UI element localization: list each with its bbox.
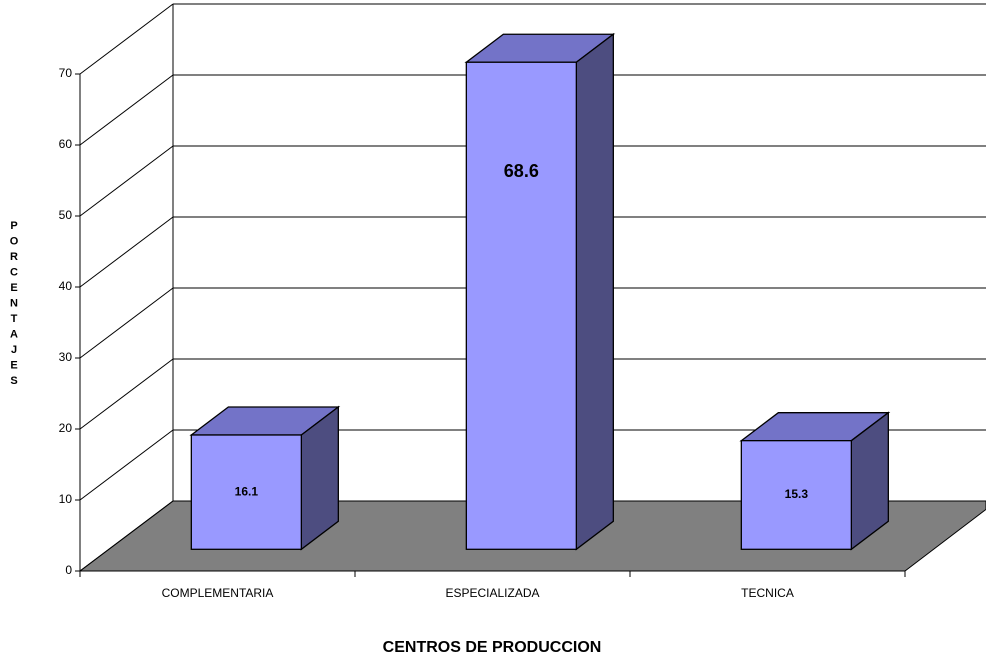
- grid-line: [79, 74, 174, 146]
- y-tick-label: 50: [59, 208, 73, 222]
- bar: [740, 440, 852, 550]
- y-tick-label: 40: [59, 279, 73, 293]
- x-axis-title: CENTROS DE PRODUCCION: [383, 639, 602, 656]
- x-tick-label: TECNICA: [741, 586, 794, 600]
- y-tick-label: 0: [65, 563, 72, 577]
- value-label: 15.3: [785, 487, 809, 501]
- y-tick-label: 70: [59, 66, 73, 80]
- x-tick-label: COMPLEMENTARIA: [162, 586, 274, 600]
- grid-line: [79, 429, 174, 501]
- grid-line: [79, 287, 174, 359]
- grid-line: [79, 500, 174, 572]
- bar-side: [575, 32, 614, 551]
- y-tick-label: 10: [59, 492, 73, 506]
- grid-line: [79, 145, 174, 217]
- y-tick-label: 30: [59, 350, 73, 364]
- bar: [465, 61, 577, 550]
- value-label: 16.1: [235, 484, 259, 498]
- y-tick-label: 20: [59, 421, 73, 435]
- grid-line: [79, 216, 174, 288]
- grid-line: [79, 358, 174, 430]
- bar: [190, 434, 302, 550]
- x-tick-label: ESPECIALIZADA: [445, 586, 539, 600]
- value-label: 68.6: [504, 161, 539, 181]
- grid-line: [79, 3, 174, 75]
- y-tick-label: 60: [59, 137, 73, 151]
